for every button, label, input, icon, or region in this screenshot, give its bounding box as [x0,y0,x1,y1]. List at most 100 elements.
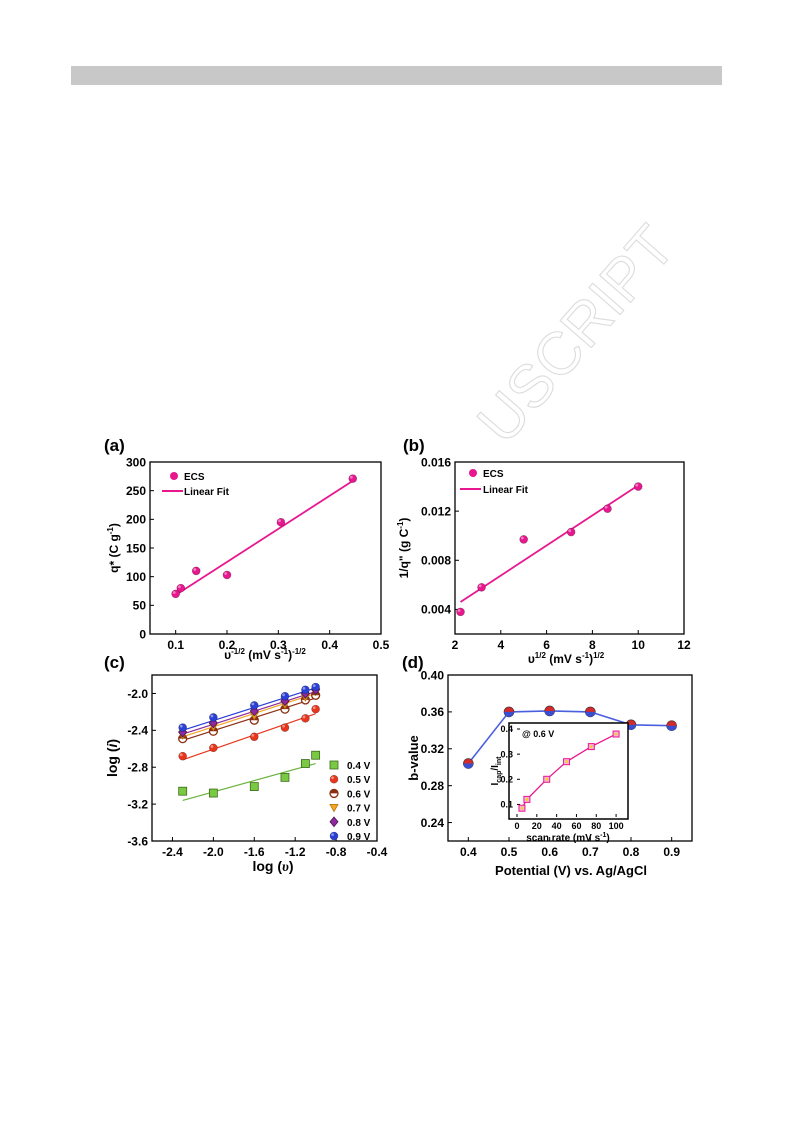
y-tick-label: -2.8 [127,761,148,775]
data-point [280,772,290,782]
data-point [249,705,259,717]
y-tick-label: -2.0 [127,687,148,701]
marker-highlight [251,733,255,737]
chart-b-frame [454,461,685,635]
y-tick-label: 0.28 [421,779,445,793]
fit-line [182,692,316,738]
data-point [633,482,643,491]
legend-marker [329,804,339,813]
inset-annotation: @ 0.6 V [522,729,554,739]
chart-b-points [456,482,643,617]
chart-c-fits [182,687,316,802]
data-point [222,570,232,580]
chart-b-fit [460,484,639,603]
inset-point-center [615,732,618,736]
legend-label: 0.9 V [347,832,371,843]
panel-label-c: (c) [104,653,125,672]
marker-highlight [278,519,281,523]
chart-d-frame [447,674,693,842]
x-tick-label: 20 [532,821,542,831]
marker-highlight [282,693,285,697]
legend-label: 0.7 V [347,804,371,815]
chart-a-fit [175,480,354,596]
data-point [280,691,290,701]
marker-half [585,711,596,717]
data-point [208,788,218,798]
marker-highlight [172,591,176,594]
x-tick-label: 80 [591,821,601,831]
y-tick-label: 0.36 [421,705,445,719]
legend-marker [329,774,339,784]
y-tick-label: 0.004 [421,603,451,617]
marker-highlight [179,753,183,757]
y-tick-label: 0 [139,627,146,641]
inset-frame [508,722,629,820]
x-tick-label: -1.2 [285,845,306,859]
inset-ticks: 0 20 40 60 80 100 0.1 0.2 0.3 0.4 [500,724,623,831]
x-tick-label: 0.9 [663,845,680,859]
data-point [208,717,218,729]
fit-line [182,697,316,742]
fit-line [182,687,316,731]
inset-point-center [520,806,524,810]
chart-c-ticks: -2.4 -2.0 -1.6 -1.2 -0.8 -0.4 -2.0 -2.4 -2.8 -3.2… [127,687,387,859]
data-point [178,751,187,761]
marker-highlight [331,776,334,780]
marker-highlight [635,483,639,487]
data-point [311,750,321,760]
x-tick-label: -1.6 [244,845,265,859]
data-point [311,704,320,714]
marker-highlight [478,584,482,588]
fit-line [182,762,316,802]
marker-highlight [457,609,461,612]
marker-highlight [178,585,181,589]
marker-half [463,763,474,769]
header-bar [71,66,722,85]
chart-d-xlabel: Potential (V) vs. Ag/AgCl [495,863,647,878]
fit-line [182,713,316,761]
chart-a-legend: ECS Linear Fit [162,472,230,498]
data-point [603,504,612,513]
marker-highlight [604,505,608,509]
x-tick-label: 40 [552,821,562,831]
x-tick-label: 12 [677,638,691,652]
chart-b-ticks: 2 4 6 8 10 12 0.004 0.008 0.012 0.016 [421,455,691,652]
chart-b-ylabel: 1/q" (g C-1) [396,518,411,579]
marker-highlight [179,724,183,728]
chart-c-ylabel: log (i) [104,739,120,777]
x-tick-label: 4 [497,638,504,652]
x-tick-label: 8 [589,638,596,652]
x-tick-label: 10 [632,638,646,652]
data-point [209,713,218,722]
x-tick-label: 0 [514,821,519,831]
data-point [171,589,180,599]
data-point [311,682,320,692]
x-tick-label: 0.8 [623,845,640,859]
x-tick-label: 6 [543,638,550,652]
y-tick-label: 0.012 [421,504,451,518]
chart-d: 0.4 0.5 0.6 0.7 0.8 0.90.240.280.320.360.40 P… [406,668,693,878]
chart-a-points [171,474,358,599]
marker-highlight [331,833,334,836]
fit-line [175,480,354,596]
x-tick-label: -2.0 [203,845,224,859]
legend-marker [329,831,339,841]
data-point [348,474,358,483]
inset-xlabel: scan rate (mV s-1) [526,832,610,844]
data-point [249,732,259,742]
x-tick-label: 100 [609,821,624,831]
x-tick-label: 0.5 [373,638,390,652]
marker-highlight [520,536,524,540]
x-tick-label: 0.6 [541,845,558,859]
chart-c: -2.4 -2.0 -1.6 -1.2 -0.8 -0.4 -2.0 -2.4 -2.8 -3.2… [104,674,388,875]
y-tick-label: 0.24 [421,816,445,830]
legend-a-fit-label: Linear Fit [184,487,230,498]
chart-d-line [467,710,672,765]
y-tick-label: -3.6 [127,834,148,848]
chart-a-ticks: 0.1 0.2 0.3 0.4 0.5 0 50 100 150 200 250 300 [126,455,390,652]
marker-highlight [312,684,316,687]
marker-highlight [302,686,306,690]
x-tick-label: 0.7 [582,845,599,859]
panel-label-d: (d) [402,653,424,672]
data-point [566,527,576,537]
